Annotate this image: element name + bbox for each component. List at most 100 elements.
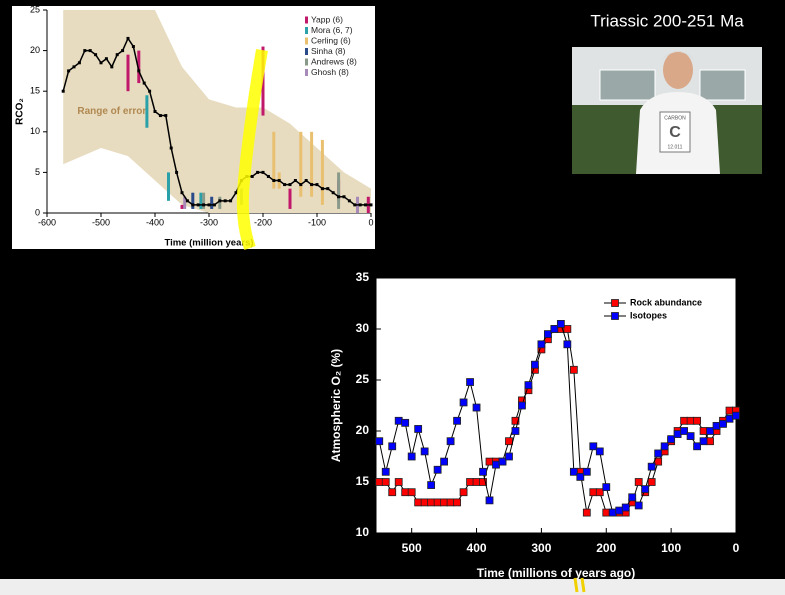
legend-swatch: [305, 37, 308, 45]
point: [518, 401, 526, 410]
point: [407, 488, 416, 497]
y-tick-label: 5: [35, 167, 40, 177]
point: [427, 498, 436, 507]
series-line: [62, 36, 371, 206]
window: [599, 69, 656, 101]
legend-swatch: [611, 299, 619, 307]
point: [375, 478, 384, 486]
point: [381, 467, 390, 476]
x-tick-label: 400: [467, 541, 487, 555]
point: [229, 199, 233, 203]
point: [485, 496, 494, 505]
photo: CARBON C 12.011: [572, 47, 762, 174]
shirt-box: [659, 111, 691, 153]
head: [663, 51, 693, 89]
point: [725, 406, 734, 415]
point: [277, 179, 281, 183]
point: [347, 199, 351, 203]
point: [364, 203, 368, 207]
point: [602, 483, 611, 492]
point: [261, 170, 265, 174]
point: [353, 203, 357, 207]
point: [142, 81, 146, 85]
point: [453, 416, 461, 425]
legend-label: Andrews (8): [311, 56, 357, 66]
point: [433, 498, 442, 507]
point: [498, 457, 507, 466]
point: [420, 447, 429, 456]
proxy-bar: [180, 204, 184, 209]
proxy-bar: [310, 131, 314, 197]
point: [283, 183, 287, 187]
point: [621, 503, 630, 512]
proxy-bar: [183, 196, 187, 209]
proxy-bar: [337, 172, 341, 209]
proxy-bar: [167, 172, 170, 201]
point: [110, 65, 114, 69]
proxy-bar: [299, 131, 303, 197]
point: [288, 183, 292, 187]
point: [185, 199, 189, 203]
point: [191, 203, 195, 207]
slide-title: Triassic 200-251 Ma: [590, 11, 744, 30]
point: [699, 427, 708, 435]
legend-label: Isotopes: [630, 310, 667, 320]
x-tick-label: -300: [200, 217, 218, 227]
point: [459, 488, 468, 497]
point: [250, 174, 254, 178]
point: [680, 427, 689, 435]
point: [223, 199, 227, 203]
point: [569, 365, 578, 374]
proxy-bar: [199, 192, 203, 209]
x-tick-label: -600: [38, 217, 56, 227]
point: [660, 442, 669, 451]
x-axis-title: Time (millions of years ago): [477, 566, 635, 580]
point: [673, 430, 682, 438]
point: [331, 191, 335, 195]
y-tick-label: 10: [356, 525, 370, 539]
shirt-text: CARBON: [664, 115, 686, 121]
point: [563, 325, 572, 333]
legend-label: Yapp (6): [311, 14, 343, 24]
point: [299, 183, 303, 187]
point: [732, 411, 740, 420]
hair: [662, 51, 694, 60]
proxy-bar: [145, 95, 149, 128]
point: [414, 498, 423, 507]
point: [712, 421, 721, 430]
x-tick-label: 0: [733, 541, 740, 555]
point: [420, 498, 429, 507]
point: [304, 179, 308, 183]
point: [531, 360, 539, 369]
legend-swatch: [611, 312, 619, 320]
point: [680, 416, 689, 425]
point: [375, 437, 384, 446]
proxy-bar: [202, 192, 206, 209]
point: [719, 419, 727, 428]
point: [394, 478, 403, 486]
proxy-bar: [261, 46, 265, 116]
point: [77, 61, 81, 65]
y-tick-label: 25: [30, 4, 40, 14]
point: [337, 195, 341, 199]
point: [582, 467, 591, 476]
legend-label: Rock abundance: [630, 297, 702, 307]
point: [369, 203, 373, 207]
point: [628, 493, 637, 502]
point: [459, 398, 468, 407]
point: [104, 57, 108, 61]
bottom-strip: [0, 579, 785, 595]
point: [446, 498, 455, 507]
point: [647, 462, 656, 471]
point: [61, 89, 65, 93]
x-tick-label: -200: [254, 217, 272, 227]
point: [589, 488, 598, 497]
point: [67, 69, 71, 73]
point: [667, 435, 676, 444]
highlight-mark: [573, 577, 586, 593]
x-tick-label: 500: [402, 541, 422, 555]
point: [440, 498, 449, 507]
point: [511, 427, 520, 435]
